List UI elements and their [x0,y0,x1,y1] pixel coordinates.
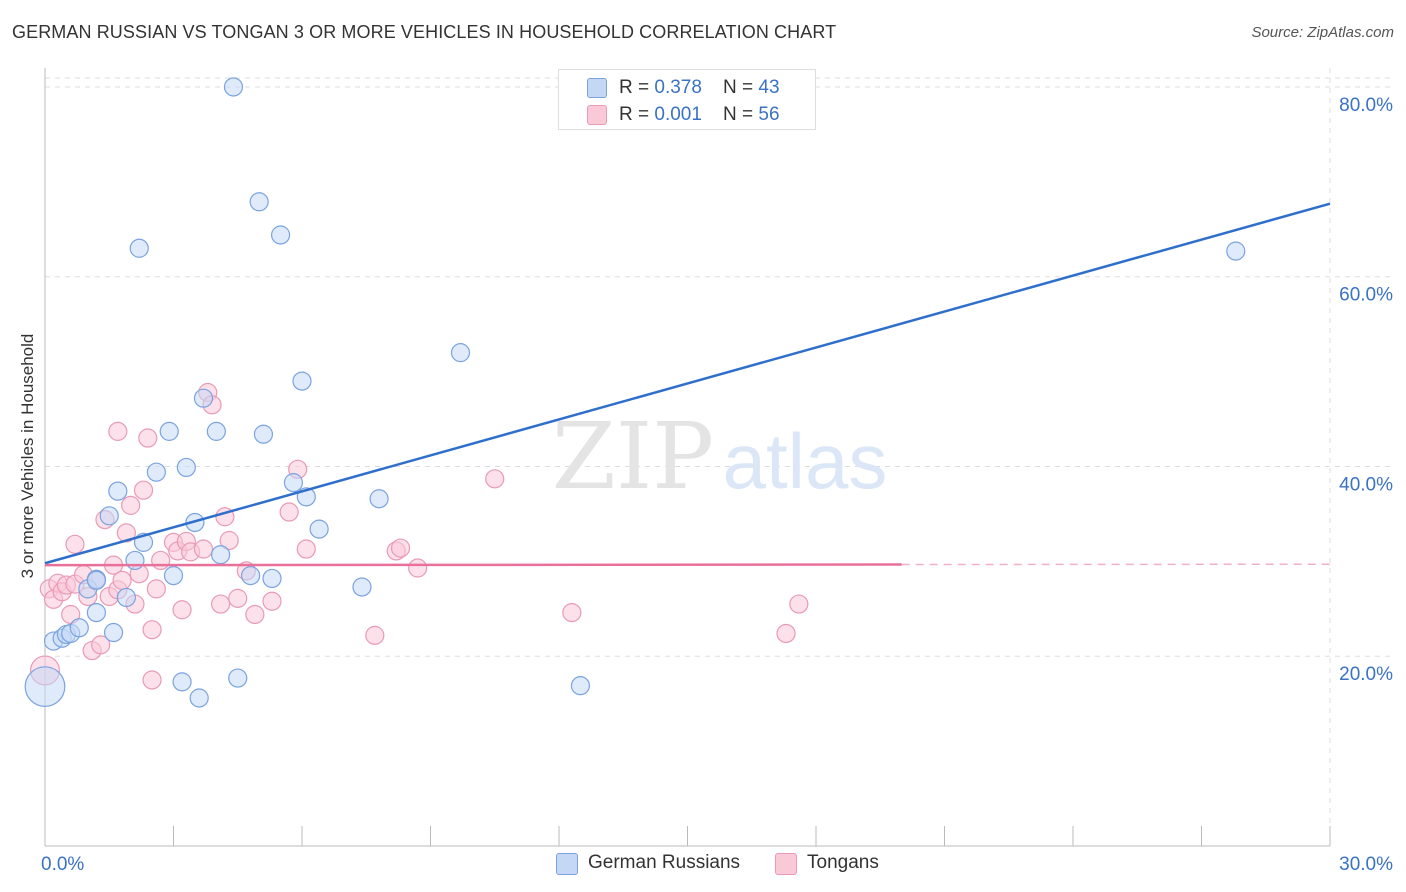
point-german-russians [270,225,291,245]
legend-r-value: 0.378 [654,77,702,98]
point-german-russians [189,688,209,708]
legend-n-label: N = [723,104,759,125]
point-german-russians [159,421,179,441]
trend-line-tongans [44,563,902,567]
point-tongans [108,421,128,441]
point-tongans [228,588,248,608]
point-german-russians [241,565,261,586]
point-tongans [65,534,85,554]
x-tick-label: 30.0% [1339,854,1393,875]
legend-r-label: R = [619,104,655,125]
point-tongans [279,502,299,522]
point-tongans [172,600,192,620]
point-german-russians [193,388,214,408]
data-points [24,77,1246,708]
point-german-russians [352,577,372,597]
point-german-russians [86,602,107,623]
point-german-russians [99,506,119,526]
point-tongans [408,558,428,578]
point-tongans [116,523,136,543]
point-german-russians [223,77,244,97]
bottom-legend-swatch-pink [775,853,797,875]
point-german-russians [172,672,192,692]
point-german-russians [570,676,591,696]
stats-legend: R = 0.378 N = 43 R = 0.001 N = 56 [558,69,816,130]
point-tongans [776,623,796,644]
point-german-russians [283,473,304,493]
chart-title: GERMAN RUSSIAN VS TONGAN 3 OR MORE VEHIC… [12,22,837,42]
point-german-russians [292,371,312,391]
point-tongans [219,530,239,551]
point-german-russians [103,622,124,643]
point-tongans [112,570,132,590]
point-tongans [91,635,111,655]
axes [44,68,1331,847]
point-german-russians [24,666,66,708]
point-tongans [193,539,214,559]
watermark: ZIP atlas [552,403,887,510]
point-tongans [133,480,154,500]
point-tongans [485,469,505,489]
point-tongans [121,495,141,515]
bottom-legend-swatch-blue [556,853,578,875]
point-german-russians [249,192,269,212]
y-tick-label: 60.0% [1339,285,1393,306]
trend-lines [44,202,1331,567]
point-german-russians [262,568,282,589]
point-german-russians [253,424,274,444]
point-tongans [142,670,162,690]
point-german-russians [163,565,184,586]
point-tongans [138,428,158,448]
point-tongans [211,594,231,614]
y-axis-title: 3 or more Vehicles in Household [18,333,37,579]
legend-swatch-blue [587,78,607,98]
grid-lines [45,68,1392,846]
point-german-russians [129,238,149,258]
point-tongans [245,604,265,625]
bottom-legend-label: German Russians [588,852,741,873]
point-german-russians [108,481,128,501]
point-german-russians [450,343,471,363]
point-german-russians [206,421,226,441]
point-german-russians [116,587,136,608]
point-german-russians [69,618,89,638]
point-german-russians [309,519,329,539]
point-tongans [390,538,411,558]
legend-r-label: R = [619,77,655,98]
y-tick-label: 80.0% [1339,95,1393,116]
point-tongans [365,625,385,645]
point-german-russians [211,545,231,565]
source-credit: Source: ZipAtlas.com [1251,24,1394,41]
point-tongans [789,594,809,614]
point-german-russians [86,570,107,590]
point-tongans [562,602,582,623]
point-german-russians [176,457,196,478]
point-german-russians [369,489,389,509]
trend-line-german-russians [44,202,1331,565]
y-tick-label: 40.0% [1339,474,1393,495]
point-german-russians [125,550,145,571]
point-tongans [262,591,282,611]
point-german-russians [228,668,248,688]
y-tick-label: 20.0% [1339,664,1393,685]
point-tongans [151,550,171,571]
point-german-russians [1226,241,1246,261]
tick-labels: 20.0% 40.0% 60.0% 80.0% 0.0% 30.0% [41,95,1393,875]
bottom-legend-label: Tongans [807,852,879,873]
x-tick-label: 0.0% [41,854,84,875]
watermark-atlas: atlas [723,417,888,505]
point-tongans [146,579,166,599]
point-tongans [142,620,162,640]
watermark-zip: ZIP [552,403,714,510]
legend-r-value: 0.001 [654,104,702,125]
legend-n-label: N = [723,77,759,98]
point-german-russians [146,462,166,482]
legend-swatch-pink [587,105,607,125]
legend-n-value: 43 [758,77,780,98]
point-tongans [296,539,316,559]
legend-n-value: 56 [758,104,780,125]
